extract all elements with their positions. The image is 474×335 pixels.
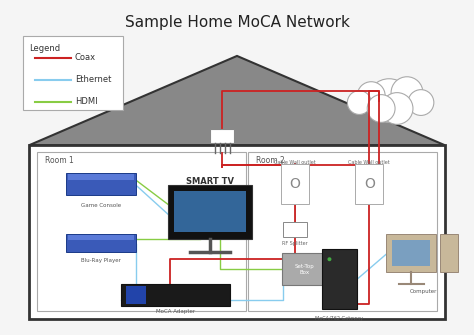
Bar xyxy=(23,36,123,111)
Text: SMART TV: SMART TV xyxy=(186,177,234,186)
Circle shape xyxy=(381,92,413,124)
Bar xyxy=(248,152,437,311)
Text: RF Splitter: RF Splitter xyxy=(282,242,308,246)
Text: Game Console: Game Console xyxy=(81,203,121,208)
Bar xyxy=(281,164,309,204)
Text: Room 2: Room 2 xyxy=(256,156,285,165)
Circle shape xyxy=(328,257,331,261)
Text: HDMI: HDMI xyxy=(75,97,98,106)
Text: Cable Wall outlet: Cable Wall outlet xyxy=(348,160,390,165)
Bar xyxy=(210,129,234,143)
Bar xyxy=(68,236,134,241)
Bar xyxy=(283,221,307,238)
Text: MoCA Adapter: MoCA Adapter xyxy=(156,309,195,314)
Bar xyxy=(66,234,136,252)
Text: Legend: Legend xyxy=(29,44,60,53)
Text: Set-Top
Box: Set-Top Box xyxy=(295,264,314,275)
Text: MoCA/762 Gateway: MoCA/762 Gateway xyxy=(315,316,364,321)
FancyBboxPatch shape xyxy=(282,253,328,285)
Bar xyxy=(321,249,357,309)
Bar xyxy=(174,191,246,232)
Text: O: O xyxy=(289,177,300,191)
Text: O: O xyxy=(364,177,374,191)
Text: Blu-Ray Player: Blu-Ray Player xyxy=(81,258,121,263)
Bar xyxy=(126,286,146,304)
Bar xyxy=(356,164,383,204)
Text: Ethernet: Ethernet xyxy=(75,75,111,84)
Circle shape xyxy=(347,91,371,115)
Circle shape xyxy=(391,77,423,109)
Bar xyxy=(68,174,134,180)
Bar xyxy=(440,234,458,272)
Text: Room 1: Room 1 xyxy=(45,156,74,165)
Text: Coax: Coax xyxy=(75,53,96,62)
Bar xyxy=(386,234,436,272)
Polygon shape xyxy=(29,56,445,145)
Circle shape xyxy=(367,94,395,122)
Circle shape xyxy=(357,82,385,110)
Circle shape xyxy=(367,79,411,122)
Text: Computer: Computer xyxy=(410,289,438,294)
Circle shape xyxy=(408,90,434,116)
Text: Cable Wall outlet: Cable Wall outlet xyxy=(274,160,316,165)
Bar xyxy=(66,173,136,195)
Bar xyxy=(121,284,230,306)
Text: Sample Home MoCA Network: Sample Home MoCA Network xyxy=(125,15,349,30)
Bar xyxy=(392,241,430,266)
Bar xyxy=(37,152,246,311)
Bar xyxy=(29,145,445,319)
Bar xyxy=(168,185,252,240)
